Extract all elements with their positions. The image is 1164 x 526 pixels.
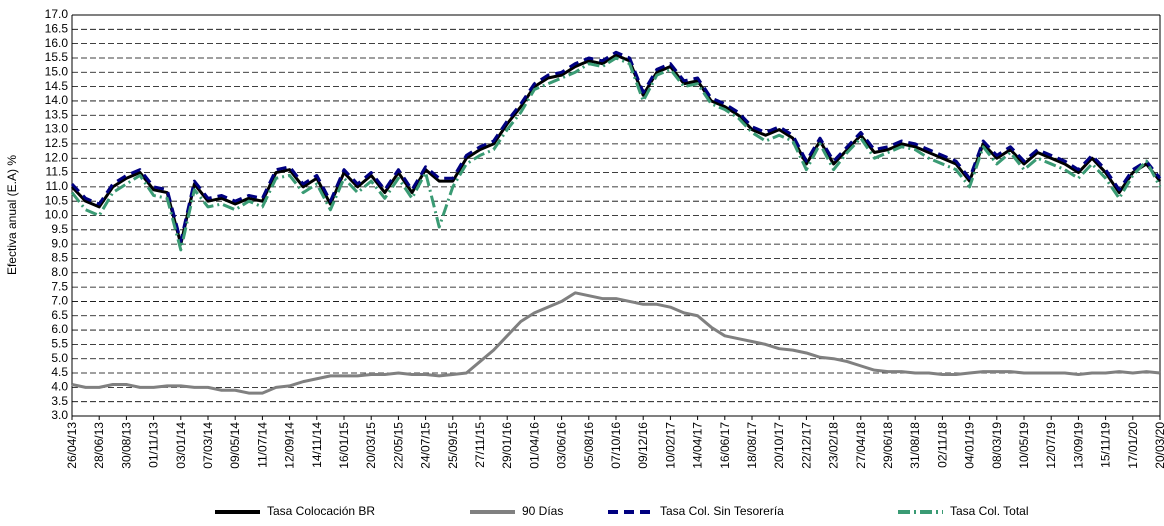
series-line bbox=[70, 56, 1162, 252]
y-tick-label: 4.5 bbox=[51, 365, 68, 379]
x-tick-label: 23/02/18 bbox=[827, 422, 841, 469]
x-tick-label: 08/03/19 bbox=[990, 422, 1004, 469]
x-tick-label: 29/06/18 bbox=[881, 422, 895, 469]
x-tick-label: 10/02/17 bbox=[663, 422, 677, 469]
x-tick-label: 01/11/13 bbox=[147, 422, 161, 468]
y-tick-label: 15.0 bbox=[45, 64, 69, 78]
x-tick-label: 13/09/19 bbox=[1071, 422, 1085, 469]
x-tick-label: 28/06/13 bbox=[92, 422, 106, 469]
x-tick-label: 07/10/16 bbox=[609, 422, 623, 469]
x-tick-label: 20/03/15 bbox=[364, 422, 378, 469]
y-tick-label: 9.5 bbox=[51, 222, 68, 236]
y-tick-label: 11.5 bbox=[46, 165, 69, 179]
x-tick-label: 01/04/16 bbox=[527, 422, 541, 469]
x-tick-label: 31/08/18 bbox=[908, 422, 922, 469]
y-tick-label: 5.0 bbox=[51, 351, 68, 365]
y-tick-label: 3.0 bbox=[51, 408, 68, 422]
y-tick-label: 6.5 bbox=[51, 308, 68, 322]
x-tick-label: 22/05/15 bbox=[391, 422, 405, 469]
x-tick-label: 16/06/17 bbox=[718, 422, 732, 469]
x-tick-label: 07/03/14 bbox=[201, 422, 215, 469]
y-tick-label: 10.0 bbox=[45, 208, 69, 222]
x-tick-label: 14/11/14 bbox=[310, 422, 324, 468]
legend-label: Tasa Col. Total bbox=[950, 504, 1029, 518]
y-tick-label: 13.0 bbox=[45, 122, 69, 136]
series-line bbox=[71, 291, 1161, 395]
y-tick-label: 6.0 bbox=[51, 322, 68, 336]
x-tick-label: 18/08/17 bbox=[745, 422, 759, 469]
y-tick-label: 13.5 bbox=[45, 107, 69, 121]
x-tick-label: 24/07/15 bbox=[419, 422, 433, 469]
y-tick-label: 16.5 bbox=[45, 21, 69, 35]
y-tick-label: 15.5 bbox=[45, 50, 69, 64]
x-tick-label: 05/08/16 bbox=[582, 422, 596, 469]
y-tick-label: 10.5 bbox=[45, 193, 69, 207]
x-tick-label: 04/01/19 bbox=[963, 422, 977, 469]
x-tick-label: 11/07/14 bbox=[255, 422, 269, 468]
y-tick-label: 14.5 bbox=[45, 79, 69, 93]
y-tick-label: 7.5 bbox=[51, 279, 68, 293]
x-tick-label: 25/09/15 bbox=[446, 422, 460, 469]
series-line bbox=[70, 50, 1162, 243]
legend-label: 90 Días bbox=[522, 504, 563, 518]
x-tick-label: 12/09/14 bbox=[283, 422, 297, 469]
x-tick-label: 22/12/17 bbox=[799, 422, 813, 469]
x-tick-label: 16/01/15 bbox=[337, 422, 351, 469]
x-tick-label: 26/04/13 bbox=[65, 422, 79, 469]
y-tick-label: 8.5 bbox=[51, 251, 68, 265]
y-tick-label: 5.5 bbox=[51, 337, 68, 351]
legend-label: Tasa Col. Sin Tesorería bbox=[660, 504, 784, 518]
x-tick-label: 27/11/15 bbox=[473, 422, 487, 468]
y-tick-label: 4.0 bbox=[51, 380, 68, 394]
x-tick-label: 15/11/19 bbox=[1099, 422, 1113, 468]
y-axis-label: Efectiva anual (E.A) % bbox=[5, 155, 19, 275]
y-tick-label: 14.0 bbox=[45, 93, 69, 107]
x-tick-label: 02/11/18 bbox=[935, 422, 949, 468]
x-tick-label: 27/04/18 bbox=[854, 422, 868, 469]
legend-label: Tasa Colocación BR bbox=[267, 504, 375, 518]
x-tick-label: 17/01/20 bbox=[1126, 422, 1140, 469]
y-tick-label: 16.0 bbox=[45, 36, 69, 50]
y-tick-label: 7.0 bbox=[51, 294, 68, 308]
y-tick-label: 9.0 bbox=[51, 236, 68, 250]
y-tick-label: 12.0 bbox=[45, 150, 69, 164]
x-tick-label: 20/10/17 bbox=[772, 422, 786, 469]
x-tick-label: 12/07/19 bbox=[1044, 422, 1058, 469]
x-tick-label: 10/05/19 bbox=[1017, 422, 1031, 469]
x-tick-label: 09/05/14 bbox=[228, 422, 242, 469]
y-tick-label: 11.0 bbox=[46, 179, 69, 193]
x-tick-label: 20/03/20 bbox=[1153, 422, 1164, 469]
x-tick-label: 14/04/17 bbox=[691, 422, 705, 469]
x-tick-label: 09/12/16 bbox=[636, 422, 650, 469]
y-tick-label: 12.5 bbox=[45, 136, 69, 150]
x-tick-label: 30/08/13 bbox=[119, 422, 133, 469]
y-tick-label: 8.0 bbox=[51, 265, 68, 279]
x-tick-label: 03/06/16 bbox=[555, 422, 569, 469]
x-tick-label: 29/01/16 bbox=[500, 422, 514, 469]
y-tick-label: 3.5 bbox=[51, 394, 68, 408]
x-tick-label: 03/01/14 bbox=[174, 422, 188, 469]
y-tick-label: 17.0 bbox=[45, 7, 69, 21]
